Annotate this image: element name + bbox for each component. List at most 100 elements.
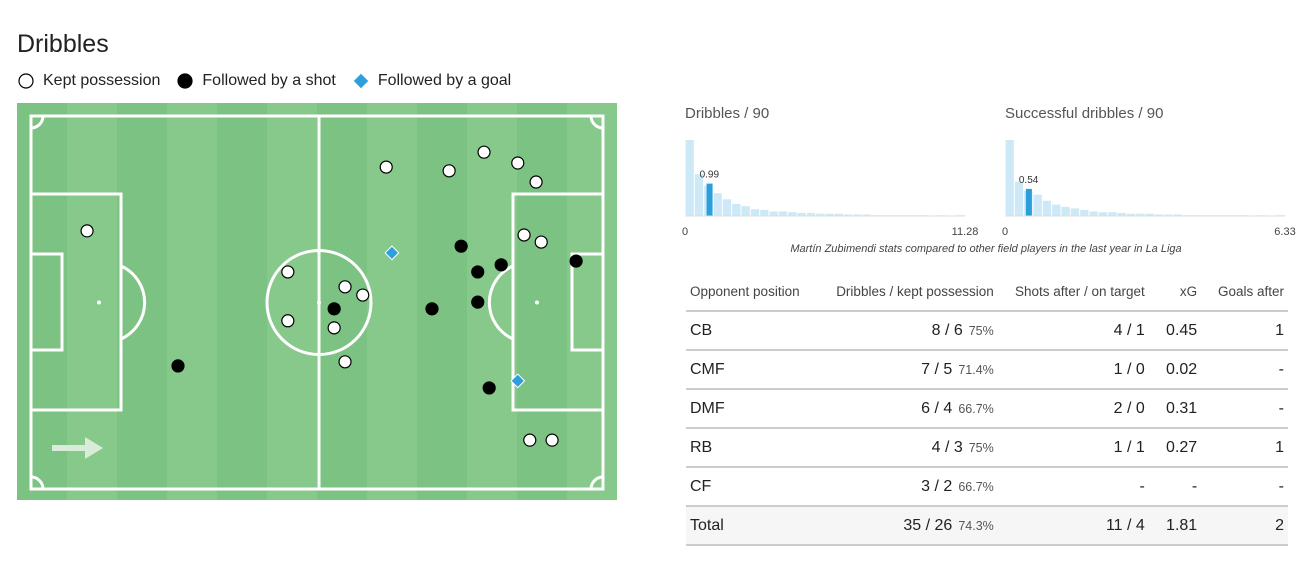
kept-percent: 66.7% bbox=[958, 479, 994, 494]
histogram-title: Successful dribbles / 90 bbox=[1005, 105, 1163, 122]
dribble-marker bbox=[338, 280, 352, 294]
stripe bbox=[517, 103, 567, 500]
legend-label: Kept possession bbox=[43, 72, 161, 89]
dribble-marker bbox=[327, 302, 341, 316]
kept-percent: 66.7% bbox=[958, 401, 994, 416]
note: Martín Zubimendi stats compared to other… bbox=[790, 243, 1182, 255]
shots-cell: 4 / 1 bbox=[997, 311, 1149, 351]
title: Dribbles bbox=[17, 30, 109, 58]
dribbles-cell: 6 / 4 66.7% bbox=[828, 389, 998, 429]
xg-cell: 0.31 bbox=[1148, 389, 1202, 429]
goals-cell: 2 bbox=[1201, 506, 1288, 546]
stripe bbox=[317, 103, 367, 500]
dribble-marker bbox=[80, 224, 94, 238]
legend-marker bbox=[352, 72, 370, 90]
dribbles-value: 4 / 3 bbox=[931, 438, 963, 456]
dribble-marker bbox=[482, 381, 496, 395]
table-row: RB 4 / 3 75% 1 / 1 0.27 1 bbox=[686, 428, 1288, 468]
header-cell: Goals after bbox=[1201, 272, 1288, 312]
dribble-marker bbox=[511, 156, 525, 170]
goal-marker bbox=[510, 373, 526, 389]
histogram-bar bbox=[853, 214, 862, 216]
histogram-bar bbox=[694, 174, 704, 216]
position-cell: CF bbox=[686, 467, 829, 507]
histogram-bar bbox=[1098, 212, 1108, 216]
dribble-marker bbox=[327, 321, 341, 335]
highlight-bar bbox=[1025, 188, 1032, 216]
shots-cell: - bbox=[997, 467, 1149, 507]
dribble-marker bbox=[471, 295, 485, 309]
histogram-bar bbox=[1145, 213, 1154, 216]
header-cell: Shots after / on target bbox=[997, 272, 1149, 312]
histogram-bar bbox=[1154, 214, 1164, 216]
stripe bbox=[367, 103, 417, 500]
legend-item: Followed by a goal bbox=[352, 72, 511, 90]
stripes bbox=[17, 103, 617, 500]
histogram-bar bbox=[741, 206, 750, 216]
stats-table: Opponent position Dribbles / kept possess… bbox=[686, 272, 1288, 546]
stripe bbox=[167, 103, 217, 500]
position-cell: RB bbox=[686, 428, 829, 468]
dribble-marker bbox=[569, 254, 583, 268]
legend-marker bbox=[177, 73, 194, 89]
histogram-bar bbox=[1014, 181, 1024, 216]
kept-percent: 75% bbox=[968, 323, 994, 338]
legend-marker-shape bbox=[177, 73, 194, 89]
histogram-bar bbox=[1005, 140, 1014, 216]
dribble-marker bbox=[425, 302, 439, 316]
dribble-marker bbox=[471, 265, 485, 279]
histogram-bar bbox=[1136, 213, 1145, 216]
histogram-bar bbox=[722, 199, 732, 216]
dribble-marker bbox=[534, 235, 548, 249]
dribbles-value: 3 / 2 bbox=[921, 477, 953, 495]
dribble-marker bbox=[529, 175, 543, 189]
dribble-marker bbox=[494, 258, 508, 272]
highlight-label: 0.99 bbox=[700, 170, 720, 181]
histogram-bar bbox=[1089, 211, 1098, 216]
histogram-bar bbox=[1126, 213, 1136, 216]
xg-cell: 1.81 bbox=[1148, 506, 1202, 546]
legend-label: Followed by a shot bbox=[202, 72, 336, 89]
legend: Kept possession Followed by a shot Followe… bbox=[17, 72, 527, 90]
position-cell: DMF bbox=[686, 389, 829, 429]
goals-cell: 1 bbox=[1201, 311, 1288, 351]
histogram-bar bbox=[1164, 214, 1173, 216]
dribble-marker bbox=[338, 355, 352, 369]
histogram-bar bbox=[797, 212, 806, 216]
dribble-marker bbox=[171, 359, 185, 373]
header-cell: xG bbox=[1148, 272, 1202, 312]
histogram-bar bbox=[806, 212, 816, 216]
table-row: DMF 6 / 4 66.7% 2 / 0 0.31- bbox=[686, 389, 1288, 429]
position-cell: CB bbox=[686, 311, 829, 351]
x-tick-label: 0 bbox=[682, 226, 688, 238]
highlight-bar bbox=[706, 183, 713, 216]
pitch bbox=[17, 103, 617, 500]
histogram-bar bbox=[1042, 200, 1052, 216]
dribble-marker bbox=[523, 433, 537, 447]
header-cell: Dribbles / kept possession bbox=[828, 272, 998, 312]
x-tick-label: 0 bbox=[1002, 226, 1008, 238]
histogram-bar bbox=[732, 203, 741, 216]
shots-cell: 11 / 4 bbox=[997, 506, 1149, 546]
histogram-bar bbox=[1080, 209, 1089, 216]
kept-percent: 75% bbox=[968, 440, 994, 455]
shots-cell: 1 / 1 bbox=[997, 428, 1149, 468]
histogram-bar bbox=[862, 214, 872, 216]
x-tick-label: 11.28 bbox=[952, 226, 979, 238]
table-row: CF 3 / 2 66.7% - - - bbox=[686, 467, 1288, 507]
histogram-bar bbox=[769, 211, 778, 216]
stripe bbox=[267, 103, 317, 500]
histogram-bar bbox=[778, 211, 788, 216]
dribble-marker bbox=[517, 228, 531, 242]
x-tick-label: 6.33 bbox=[1274, 226, 1295, 238]
histogram: Dribbles / 90 0.99 0 11.28 bbox=[682, 105, 979, 238]
stripe bbox=[17, 103, 67, 500]
histogram-bar bbox=[1033, 194, 1042, 216]
goal-marker bbox=[384, 245, 400, 261]
shots-cell: 1 / 0 bbox=[997, 350, 1149, 390]
position-cell: CMF bbox=[686, 350, 829, 390]
histogram-bar bbox=[1108, 212, 1117, 216]
dribbles-value: 35 / 26 bbox=[903, 516, 953, 534]
legend-item: Followed by a shot bbox=[176, 72, 336, 90]
histogram-bar bbox=[1117, 212, 1126, 216]
